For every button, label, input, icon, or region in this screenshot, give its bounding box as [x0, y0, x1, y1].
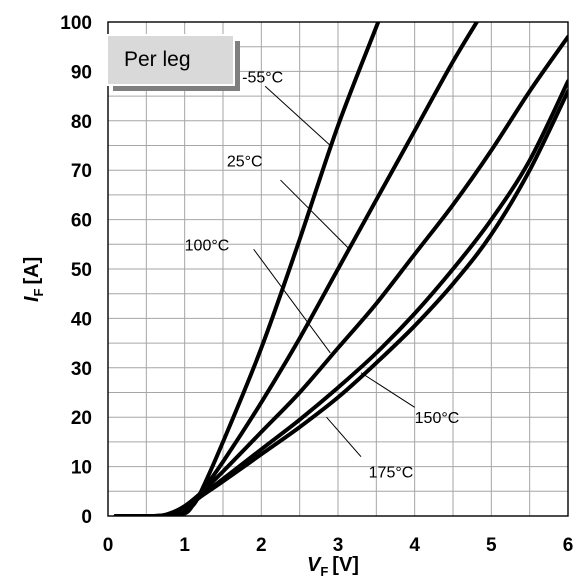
series-line: [113, 22, 480, 516]
y-tick-label: 40: [71, 309, 92, 330]
y-tick-label: 70: [71, 161, 92, 182]
annotation-leader-line: [253, 248, 331, 354]
annotation-label: 150°C: [415, 410, 460, 427]
annotation-label: 100°C: [185, 237, 230, 254]
y-tick-label: 90: [71, 62, 92, 83]
y-tick-label: 80: [71, 112, 92, 133]
series-line: [113, 22, 381, 516]
annotation-leader-line: [264, 85, 331, 146]
series-lines: [113, 22, 568, 516]
x-tick-label: 6: [563, 535, 574, 556]
series-line: [113, 79, 568, 516]
y-tick-label: 10: [71, 458, 92, 479]
y-tick-label: 30: [71, 359, 92, 380]
annotation-label: 25°C: [227, 153, 263, 170]
series-line: [113, 89, 568, 516]
series-line: [113, 34, 568, 516]
series-annotations: -55°C 25°C 100°C 150°C 175°C: [185, 69, 460, 481]
y-axis-subscript: F: [31, 288, 46, 296]
x-tick-label: 0: [103, 535, 114, 556]
x-axis-symbol: V: [307, 554, 322, 576]
x-tick-label: 2: [256, 535, 267, 556]
annotation-leader-line: [280, 179, 350, 250]
y-tick-labels: 0 10 20 30 40 50 60 70 80 90 100: [60, 13, 92, 528]
plot-frame: [107, 21, 569, 517]
y-tick-label: 50: [71, 260, 92, 281]
annotation-label: -55°C: [242, 69, 283, 86]
y-tick-label: 100: [60, 13, 92, 34]
box-label-group: Per leg: [106, 34, 240, 91]
box-label-frame: [106, 34, 235, 86]
annotation-label: 175°C: [369, 465, 414, 482]
x-tick-labels: 0 1 2 3 4 5 6: [103, 535, 574, 556]
y-axis-label: IF [A]: [21, 257, 46, 302]
y-tick-label: 0: [81, 507, 92, 528]
y-tick-label: 20: [71, 408, 92, 429]
y-tick-label: 60: [71, 211, 92, 232]
x-tick-label: 5: [486, 535, 497, 556]
y-axis-unit: [A]: [21, 257, 43, 285]
x-axis-subscript: F: [320, 564, 328, 576]
annotation-leader-line: [326, 416, 362, 458]
x-tick-label: 3: [333, 535, 344, 556]
box-label-text: Per leg: [124, 48, 191, 71]
x-tick-label: 4: [409, 535, 420, 556]
x-tick-label: 1: [179, 535, 190, 556]
x-axis-unit: [V]: [332, 554, 359, 576]
y-axis-symbol: I: [21, 296, 43, 302]
x-axis-label: VF [V]: [307, 554, 359, 576]
annotation-leader-line: [360, 372, 415, 408]
